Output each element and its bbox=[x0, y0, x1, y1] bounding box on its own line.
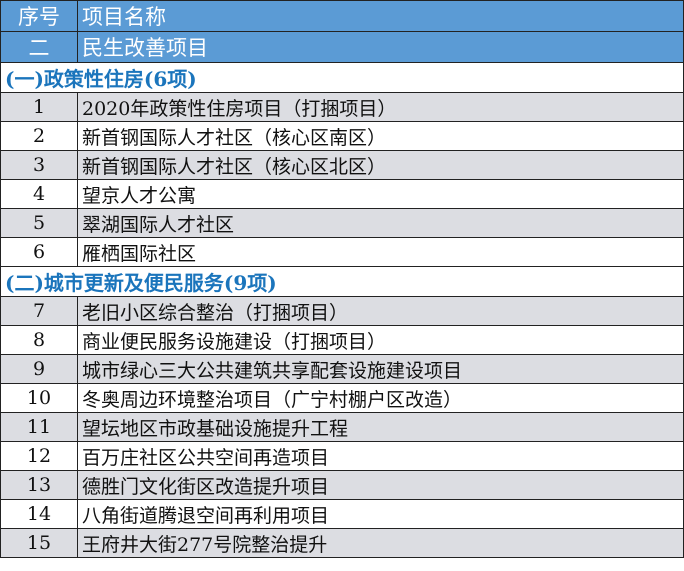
row-number: 11 bbox=[0, 412, 78, 442]
row-project-name: 城市绿心三大公共建筑共享配套设施建设项目 bbox=[77, 354, 684, 384]
row-number: 13 bbox=[0, 470, 78, 500]
table-header-row: 序号 项目名称 bbox=[0, 0, 684, 32]
header-project-name: 项目名称 bbox=[77, 0, 684, 32]
row-number: 12 bbox=[0, 441, 78, 471]
project-table: 序号 项目名称 二 民生改善项目 (一)政策性住房(6项) 1 2020年政策性住房… bbox=[0, 0, 684, 558]
category-number: 二 bbox=[0, 31, 78, 63]
row-project-name: 冬奥周边环境整治项目（广宁村棚户区改造） bbox=[77, 383, 684, 413]
row-number: 14 bbox=[0, 499, 78, 529]
table-row: 2 新首钢国际人才社区（核心区南区） bbox=[0, 121, 684, 151]
table-row: 13 德胜门文化街区改造提升项目 bbox=[0, 470, 684, 500]
section-title: (二)城市更新及便民服务(9项) bbox=[0, 266, 684, 297]
row-number: 8 bbox=[0, 325, 78, 355]
row-number: 15 bbox=[0, 528, 78, 558]
table-row: 10 冬奥周边环境整治项目（广宁村棚户区改造） bbox=[0, 383, 684, 413]
table-row: 12 百万庄社区公共空间再造项目 bbox=[0, 441, 684, 471]
row-project-name: 德胜门文化街区改造提升项目 bbox=[77, 470, 684, 500]
table-row: 1 2020年政策性住房项目（打捆项目） bbox=[0, 92, 684, 122]
row-project-name: 八角街道腾退空间再利用项目 bbox=[77, 499, 684, 529]
table-row: 14 八角街道腾退空间再利用项目 bbox=[0, 499, 684, 529]
table-row: 3 新首钢国际人才社区（核心区北区） bbox=[0, 150, 684, 180]
row-number: 2 bbox=[0, 121, 78, 151]
row-number: 10 bbox=[0, 383, 78, 413]
row-project-name: 新首钢国际人才社区（核心区南区） bbox=[77, 121, 684, 151]
row-number: 9 bbox=[0, 354, 78, 384]
row-project-name: 百万庄社区公共空间再造项目 bbox=[77, 441, 684, 471]
row-project-name: 2020年政策性住房项目（打捆项目） bbox=[77, 92, 684, 122]
row-number: 3 bbox=[0, 150, 78, 180]
header-serial-number: 序号 bbox=[0, 0, 78, 32]
category-name: 民生改善项目 bbox=[77, 31, 684, 63]
row-number: 6 bbox=[0, 237, 78, 267]
table-row: 4 望京人才公寓 bbox=[0, 179, 684, 209]
row-project-name: 老旧小区综合整治（打捆项目） bbox=[77, 296, 684, 326]
table-row: 9 城市绿心三大公共建筑共享配套设施建设项目 bbox=[0, 354, 684, 384]
table-row: 8 商业便民服务设施建设（打捆项目） bbox=[0, 325, 684, 355]
row-number: 1 bbox=[0, 92, 78, 122]
row-project-name: 望京人才公寓 bbox=[77, 179, 684, 209]
section-row: (二)城市更新及便民服务(9项) bbox=[0, 266, 684, 297]
table-row: 15 王府井大街277号院整治提升 bbox=[0, 528, 684, 558]
section-row: (一)政策性住房(6项) bbox=[0, 62, 684, 93]
row-project-name: 望坛地区市政基础设施提升工程 bbox=[77, 412, 684, 442]
section-title: (一)政策性住房(6项) bbox=[0, 62, 684, 93]
row-number: 4 bbox=[0, 179, 78, 209]
category-row: 二 民生改善项目 bbox=[0, 31, 684, 63]
table-row: 7 老旧小区综合整治（打捆项目） bbox=[0, 296, 684, 326]
row-project-name: 翠湖国际人才社区 bbox=[77, 208, 684, 238]
table-row: 11 望坛地区市政基础设施提升工程 bbox=[0, 412, 684, 442]
row-number: 7 bbox=[0, 296, 78, 326]
table-row: 5 翠湖国际人才社区 bbox=[0, 208, 684, 238]
row-project-name: 雁栖国际社区 bbox=[77, 237, 684, 267]
row-project-name: 新首钢国际人才社区（核心区北区） bbox=[77, 150, 684, 180]
row-project-name: 王府井大街277号院整治提升 bbox=[77, 528, 684, 558]
row-project-name: 商业便民服务设施建设（打捆项目） bbox=[77, 325, 684, 355]
table-row: 6 雁栖国际社区 bbox=[0, 237, 684, 267]
row-number: 5 bbox=[0, 208, 78, 238]
